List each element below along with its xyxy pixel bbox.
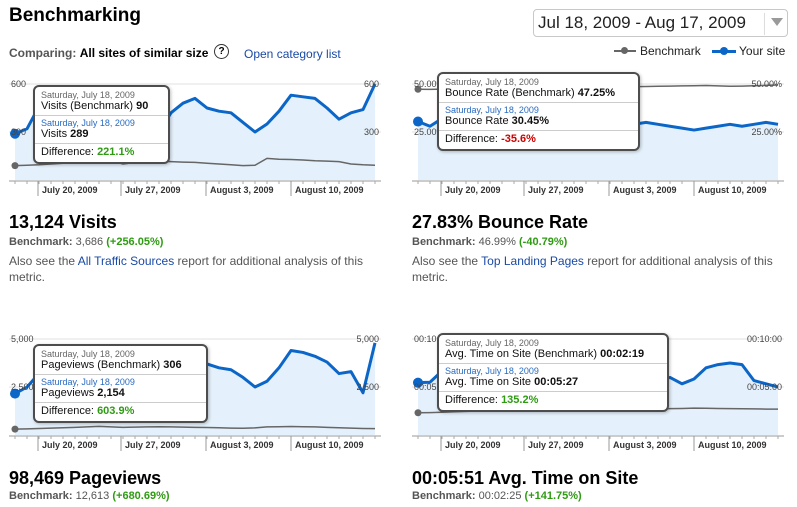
comparing-label: Comparing: [9, 46, 77, 60]
pageviews-benchmark-line: Benchmark: 12,613 (+680.69%) [9, 490, 170, 502]
legend-your-site-dot [720, 47, 728, 55]
tooltip-date: Saturday, July 18, 2009 [445, 366, 539, 376]
y-left-top-label: 00:10:00 [414, 334, 449, 344]
tooltip-benchmark-row: Pageviews (Benchmark) 306 [41, 359, 182, 371]
x-tick-label: August 10, 2009 [698, 440, 767, 450]
tooltip-benchmark-row: Bounce Rate (Benchmark) 47.25% [445, 87, 615, 99]
x-tick-label: July 27, 2009 [528, 185, 584, 195]
benchmark-point [11, 162, 19, 170]
benchmark-point [11, 425, 19, 433]
tooltip-difference-row: Difference: 135.2% [445, 394, 539, 406]
tooltip-date: Saturday, July 18, 2009 [445, 77, 539, 87]
y-mid-label: 25.00% [751, 127, 782, 137]
x-tick-label: July 20, 2009 [42, 185, 98, 195]
pageviews-metric-title: 98,469 Pageviews [9, 468, 162, 488]
visits-tooltip: Saturday, July 18, 2009 Visits (Benchmar… [33, 85, 170, 164]
y-left-mid-label: 2,500 [11, 382, 34, 392]
time-on-site-tooltip: Saturday, July 18, 2009 Avg. Time on Sit… [437, 333, 669, 412]
x-tick-label: July 20, 2009 [445, 440, 501, 450]
date-range-picker[interactable]: Jul 18, 2009 - Aug 17, 2009 [533, 9, 788, 37]
y-left-top-label: 50.00% [414, 79, 445, 89]
your-site-point [10, 128, 20, 139]
date-picker-divider [764, 13, 765, 35]
time-on-site-benchmark-line: Benchmark: 00:02:25 (+141.75%) [412, 490, 582, 502]
visits-also-see: Also see the All Traffic Sources report … [9, 254, 363, 284]
x-tick-label: August 3, 2009 [210, 440, 274, 450]
your-site-point [413, 116, 423, 127]
all-traffic-sources-link[interactable]: All Traffic Sources [77, 254, 175, 268]
legend-your-site-label: Your site [739, 44, 786, 58]
tooltip-difference-row: Difference: 603.9% [41, 405, 135, 417]
tooltip-date: Saturday, July 18, 2009 [41, 377, 135, 387]
x-tick-label: July 27, 2009 [528, 440, 584, 450]
pageviews-tooltip: Saturday, July 18, 2009 Pageviews (Bench… [33, 344, 208, 423]
tooltip-benchmark-row: Visits (Benchmark) 90 [41, 100, 149, 112]
tooltip-date: Saturday, July 18, 2009 [41, 118, 135, 128]
tooltip-site-row: Avg. Time on Site 00:05:27 [445, 376, 579, 388]
time-on-site-metric-title: 00:05:51 Avg. Time on Site [412, 468, 639, 488]
page-title: Benchmarking [9, 5, 141, 26]
tooltip-date: Saturday, July 18, 2009 [41, 349, 135, 359]
bounce-rate-metric-title: 27.83% Bounce Rate [412, 212, 589, 232]
bounce-rate-tooltip: Saturday, July 18, 2009 Bounce Rate (Ben… [437, 72, 640, 151]
y-top-label: 5,000 [356, 334, 379, 344]
date-range-text: Jul 18, 2009 - Aug 17, 2009 [538, 13, 746, 32]
tooltip-site-row: Visits 289 [41, 128, 89, 140]
tooltip-date: Saturday, July 18, 2009 [41, 90, 135, 100]
y-left-mid-label: 300 [11, 127, 26, 137]
x-tick-label: August 3, 2009 [210, 185, 274, 195]
y-left-mid-label: 25.00% [414, 127, 445, 137]
x-tick-label: August 10, 2009 [698, 185, 767, 195]
x-tick-label: August 10, 2009 [295, 440, 364, 450]
tooltip-benchmark-row: Avg. Time on Site (Benchmark) 00:02:19 [445, 348, 645, 360]
comparing-text: Comparing: All sites of similar size [9, 46, 208, 60]
tooltip-site-row: Bounce Rate 30.45% [445, 115, 549, 127]
x-tick-label: July 27, 2009 [125, 185, 181, 195]
tooltip-difference-row: Difference: -35.6% [445, 133, 536, 145]
x-tick-label: July 27, 2009 [125, 440, 181, 450]
chevron-down-icon[interactable] [771, 18, 783, 26]
x-tick-label: August 3, 2009 [613, 185, 677, 195]
your-site-point [413, 377, 423, 388]
benchmark-point [414, 409, 422, 417]
y-left-mid-label: 00:05:00 [414, 382, 449, 392]
tooltip-difference-row: Difference: 221.1% [41, 146, 135, 158]
legend-benchmark-dot [621, 47, 628, 54]
x-tick-label: July 20, 2009 [42, 440, 98, 450]
visits-benchmark-line: Benchmark: 3,686 (+256.05%) [9, 236, 164, 248]
tooltip-date: Saturday, July 18, 2009 [445, 105, 539, 115]
y-left-top-label: 600 [11, 79, 26, 89]
benchmark-line [14, 425, 376, 430]
bounce-rate-also-see: Also see the Top Landing Pages report fo… [412, 254, 773, 284]
visits-metric-title: 13,124 Visits [9, 212, 117, 232]
benchmark-point [414, 85, 422, 93]
open-category-link[interactable]: Open category list [244, 47, 341, 61]
top-landing-pages-link[interactable]: Top Landing Pages [481, 254, 584, 268]
tooltip-site-row: Pageviews 2,154 [41, 387, 125, 399]
x-tick-label: August 3, 2009 [613, 440, 677, 450]
y-mid-label: 2,500 [356, 382, 379, 392]
tooltip-date: Saturday, July 18, 2009 [445, 338, 539, 348]
y-mid-label: 300 [364, 127, 379, 137]
bounce-rate-benchmark-line: Benchmark: 46.99% (-40.79%) [412, 236, 568, 248]
y-left-top-label: 5,000 [11, 334, 34, 344]
comparing-value: All sites of similar size [79, 46, 209, 60]
x-tick-label: July 20, 2009 [445, 185, 501, 195]
y-top-label: 50.00% [751, 79, 782, 89]
your-site-point [10, 388, 20, 399]
legend-benchmark-label: Benchmark [640, 44, 701, 58]
question-circle-icon[interactable]: ? [214, 44, 229, 59]
y-mid-label: 00:05:00 [747, 382, 782, 392]
y-top-label: 600 [364, 79, 379, 89]
y-top-label: 00:10:00 [747, 334, 782, 344]
x-tick-label: August 10, 2009 [295, 185, 364, 195]
